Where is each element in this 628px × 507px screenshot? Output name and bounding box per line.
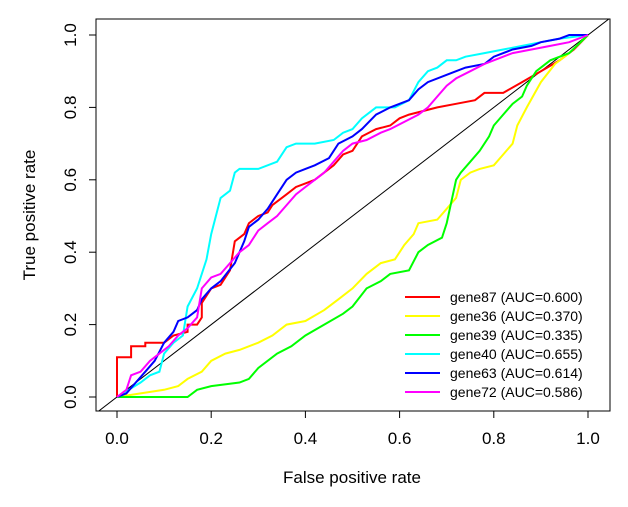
- y-tick-label: 0.2: [61, 313, 80, 337]
- legend-label: gene39 (AUC=0.335): [450, 327, 583, 343]
- legend-label: gene36 (AUC=0.370): [450, 308, 583, 324]
- plot-lines: [97, 19, 610, 411]
- plot-area: [97, 19, 610, 411]
- y-tick-label: 0.4: [61, 240, 80, 264]
- x-tick-label: 0.4: [294, 429, 318, 448]
- legend: gene87 (AUC=0.600) gene36 (AUC=0.370) gene…: [405, 289, 583, 400]
- y-axis-title: True positive rate: [20, 150, 39, 281]
- y-tick-label: 0.0: [61, 385, 80, 409]
- y-tick-label: 1.0: [61, 23, 80, 47]
- y-tick-label: 0.8: [61, 96, 80, 120]
- series-line-2: [116, 34, 589, 398]
- legend-label: gene63 (AUC=0.614): [450, 365, 583, 381]
- reference-diagonal: [97, 19, 610, 411]
- legend-label: gene72 (AUC=0.586): [450, 384, 583, 400]
- legend-label: gene40 (AUC=0.655): [450, 346, 583, 362]
- x-tick-label: 0.0: [105, 429, 129, 448]
- series-line-4: [116, 34, 589, 398]
- series-line-6: [116, 34, 589, 398]
- x-axis-title: False positive rate: [283, 468, 421, 487]
- plot-frame: [95, 18, 611, 412]
- x-tick-label: 0.6: [388, 429, 412, 448]
- y-axis: 0.0 0.2 0.4 0.6 0.8 1.0: [61, 23, 96, 409]
- x-tick-label: 0.8: [482, 429, 506, 448]
- legend-label: gene87 (AUC=0.600): [450, 289, 583, 305]
- x-tick-label: 1.0: [576, 429, 600, 448]
- x-axis: 0.0 0.2 0.4 0.6 0.8 1.0: [105, 411, 600, 448]
- y-tick-label: 0.6: [61, 168, 80, 192]
- x-tick-label: 0.2: [199, 429, 223, 448]
- series-line-3: [117, 34, 589, 398]
